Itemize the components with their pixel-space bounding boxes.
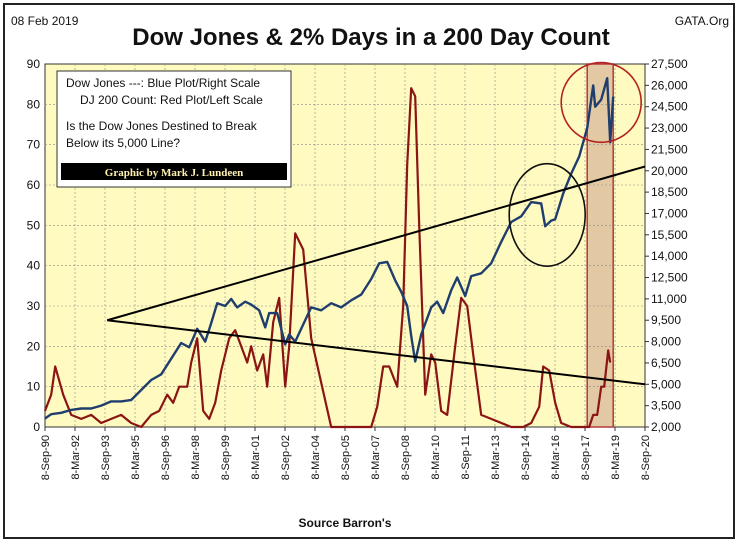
chart-title: Dow Jones & 2% Days in a 200 Day Count (132, 24, 609, 51)
chart-frame: 08 Feb 2019 Dow Jones & 2% Days in a 200… (3, 3, 735, 539)
left-tick-label: 70 (27, 138, 41, 152)
credit-banner (61, 163, 287, 180)
left-axis-ticks: 0 10 20 30 40 50 60 70 80 90 (27, 57, 41, 434)
right-tick-label: 2,000 (651, 420, 681, 434)
right-tick-label: 15,500 (651, 228, 688, 242)
dow-line (44, 76, 615, 420)
black-circle (508, 162, 587, 267)
right-tick-label: 17,000 (651, 206, 688, 220)
x-tick-label: 8-Mar-95 (130, 435, 142, 480)
x-tick-label: 8-Sep-14 (520, 435, 532, 480)
x-tick-label: 8-Sep-96 (160, 435, 172, 480)
right-tick-label: 8,000 (651, 335, 681, 349)
right-tick-label: 6,500 (651, 356, 681, 370)
x-tick-label: 8-Mar-10 (430, 435, 442, 480)
left-tick-label: 10 (27, 380, 41, 394)
x-tick-label: 8-Mar-04 (310, 435, 322, 480)
credit-label: Graphic by Mark J. Lundeen (105, 167, 243, 179)
x-tick-label: 8-Sep-20 (640, 435, 652, 480)
x-axis-ticks: 8-Sep-90 8-Mar-92 8-Sep-93 8-Mar-95 8-Sep-96… (40, 427, 652, 480)
x-tick-label: 8-Mar-98 (190, 435, 202, 480)
left-tick-label: 40 (27, 259, 41, 273)
right-tick-label: 5,000 (651, 377, 681, 391)
x-tick-label: 8-Sep-99 (220, 435, 232, 480)
x-tick-label: 8-Mar-92 (70, 435, 82, 480)
x-tick-label: 8-Sep-11 (460, 435, 472, 479)
x-tick-label: 8-Mar-01 (250, 435, 262, 480)
left-tick-label: 60 (27, 178, 41, 192)
right-tick-label: 3,500 (651, 399, 681, 413)
date-label: 08 Feb 2019 (11, 14, 79, 28)
left-tick-label: 30 (27, 299, 41, 313)
right-tick-label: 20,000 (651, 164, 688, 178)
legend-box: Dow Jones ---: Blue Plot/Right Scale DJ … (56, 70, 292, 188)
left-tick-label: 20 (27, 339, 41, 353)
count-series (43, 87, 612, 429)
annotation-circles (508, 61, 643, 267)
red-circle (560, 61, 643, 144)
x-tick-label: 8-Sep-05 (340, 435, 352, 480)
x-tick-label: 8-Mar-07 (370, 435, 382, 480)
right-tick-label: 11,000 (651, 292, 687, 306)
x-tick-label: 8-Sep-02 (280, 435, 292, 480)
count-line (43, 87, 612, 429)
legend-line-3: Is the Dow Jones Destined to Break (66, 119, 258, 133)
left-tick-label: 50 (27, 218, 41, 232)
x-tick-label: 8-Sep-17 (580, 435, 592, 480)
left-tick-label: 0 (33, 420, 40, 434)
x-tick-label: 8-Mar-16 (550, 435, 562, 480)
trendline-lower (107, 319, 646, 386)
legend-line-1: Dow Jones ---: Blue Plot/Right Scale (66, 76, 260, 90)
right-tick-label: 18,500 (651, 185, 688, 199)
right-tick-label: 9,500 (651, 313, 681, 327)
right-axis-ticks: 2,000 3,500 5,000 6,500 8,000 9,500 11,000 12,5… (645, 57, 688, 434)
trendlines (106, 165, 646, 386)
right-tick-label: 23,000 (651, 121, 688, 135)
x-tick-label: 8-Sep-93 (100, 435, 112, 480)
x-tick-label: 8-Mar-13 (490, 435, 502, 480)
dow-series (44, 76, 615, 420)
legend-line-4: Below its 5,000 Line? (66, 136, 180, 150)
legend-line-2: DJ 200 Count: Red Plot/Left Scale (80, 93, 263, 107)
right-tick-label: 27,500 (651, 57, 688, 71)
right-tick-label: 24,500 (651, 100, 688, 114)
x-tick-label: 8-Sep-08 (400, 435, 412, 480)
right-tick-label: 12,500 (651, 271, 688, 285)
x-tick-label: 8-Sep-90 (40, 435, 52, 480)
x-axis-label: Source Barron's (299, 516, 392, 530)
trendline-upper (106, 165, 646, 322)
source-site-label: GATA.Org (675, 14, 729, 28)
chart-svg: 08 Feb 2019 Dow Jones & 2% Days in a 200… (11, 14, 729, 530)
left-tick-label: 90 (27, 57, 41, 71)
right-tick-label: 21,500 (651, 142, 688, 156)
left-tick-label: 80 (27, 97, 41, 111)
right-tick-label: 26,000 (651, 78, 688, 92)
right-tick-label: 14,000 (651, 249, 688, 263)
x-tick-label: 8-Mar-19 (610, 435, 622, 480)
